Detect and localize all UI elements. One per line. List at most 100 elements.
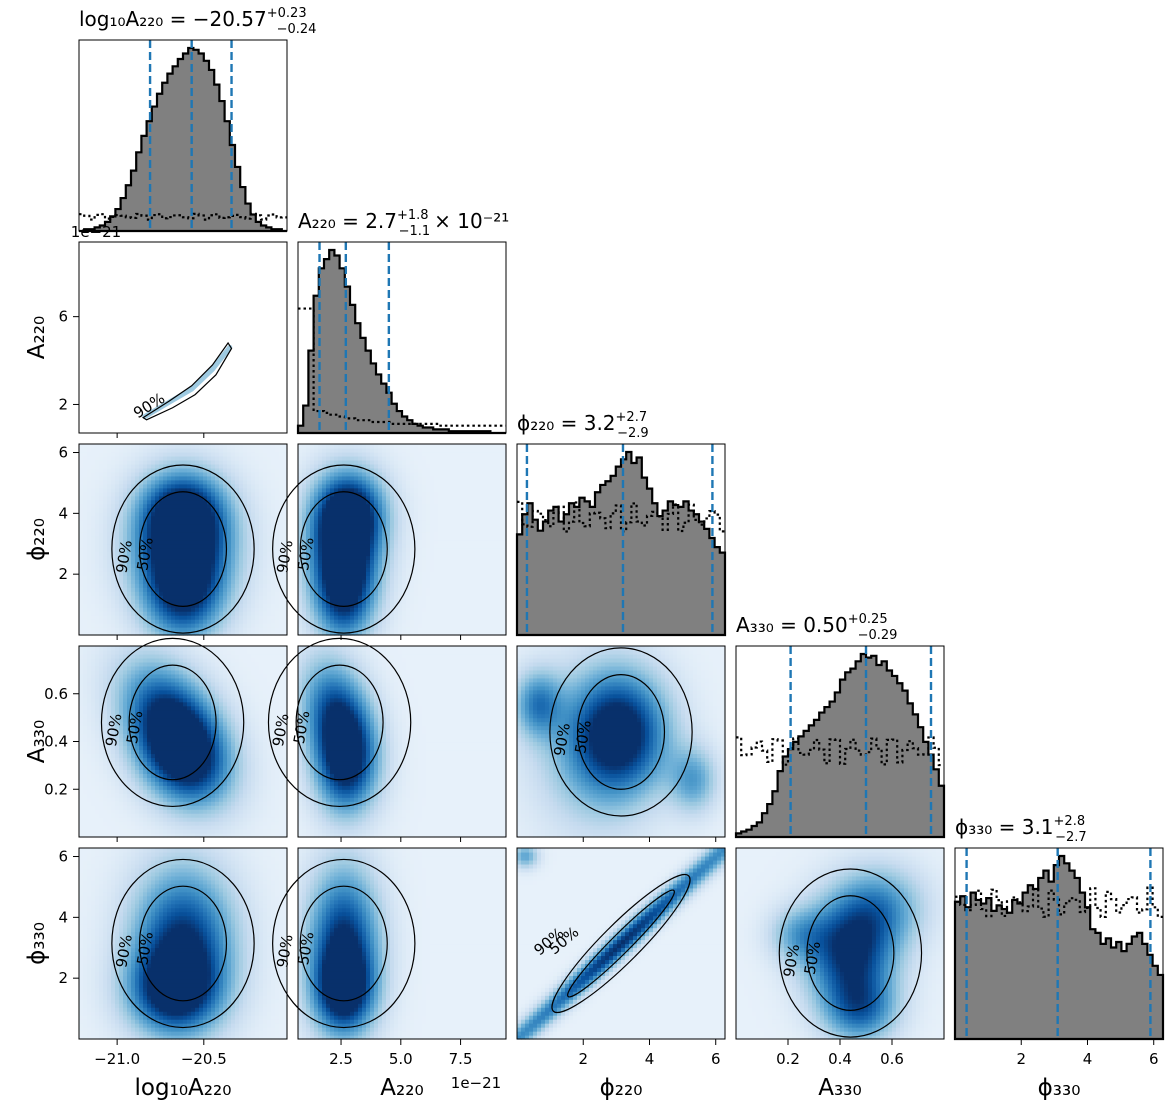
density-cell xyxy=(334,599,339,604)
density-cell xyxy=(466,484,471,489)
density-cell xyxy=(334,444,339,449)
density-cell xyxy=(454,476,459,481)
density-cell xyxy=(91,627,96,632)
density-cell xyxy=(183,468,188,473)
density-cell xyxy=(478,607,483,612)
density-cell xyxy=(175,543,180,548)
density-cell xyxy=(454,536,459,541)
density-cell xyxy=(406,532,411,537)
density-cell xyxy=(167,563,172,568)
density-cell xyxy=(127,448,132,453)
density-cell xyxy=(330,579,335,584)
density-cell xyxy=(330,512,335,517)
density-cell xyxy=(263,603,268,608)
density-cell xyxy=(490,575,495,580)
density-cell xyxy=(410,603,415,608)
density-cell xyxy=(314,452,319,457)
density-cell xyxy=(434,460,439,465)
density-cell xyxy=(310,460,315,465)
density-cell xyxy=(267,587,272,592)
density-cell xyxy=(167,476,172,481)
density-cell xyxy=(402,524,407,529)
density-cell xyxy=(215,575,220,580)
density-cell xyxy=(155,575,160,580)
density-cell xyxy=(314,484,319,489)
density-cell xyxy=(91,599,96,604)
density-cell xyxy=(183,540,188,545)
density-cell xyxy=(474,623,479,628)
density-cell xyxy=(350,567,355,572)
density-cell xyxy=(159,543,164,548)
density-cell xyxy=(147,500,152,505)
density-cell xyxy=(366,456,371,461)
density-cell xyxy=(255,555,260,560)
density-cell xyxy=(434,615,439,620)
density-cell xyxy=(123,587,128,592)
density-cell xyxy=(279,579,284,584)
density-cell xyxy=(338,587,343,592)
density-cell xyxy=(426,619,431,624)
density-cell xyxy=(490,460,495,465)
density-cell xyxy=(374,528,379,533)
density-cell xyxy=(271,460,276,465)
density-cell xyxy=(203,591,208,596)
density-cell xyxy=(231,595,236,600)
density-cell xyxy=(326,615,331,620)
density-cell xyxy=(99,516,104,521)
density-cell xyxy=(470,484,475,489)
density-cell xyxy=(386,448,391,453)
density-cell xyxy=(251,480,256,485)
density-cell xyxy=(183,472,188,477)
density-cell xyxy=(79,492,84,497)
density-cell xyxy=(486,583,491,588)
density-cell xyxy=(322,480,327,485)
density-cell xyxy=(330,472,335,477)
density-cell xyxy=(191,516,196,521)
density-cell xyxy=(215,591,220,596)
density-cell xyxy=(398,563,403,568)
density-cell xyxy=(398,444,403,449)
density-cell xyxy=(306,599,311,604)
density-cell xyxy=(346,615,351,620)
density-cell xyxy=(362,567,367,572)
density-cell xyxy=(338,448,343,453)
density-cell xyxy=(91,472,96,477)
density-cell xyxy=(107,456,112,461)
density-cell xyxy=(95,591,100,596)
density-cell xyxy=(243,623,248,628)
density-cell xyxy=(255,508,260,513)
density-cell xyxy=(330,468,335,473)
density-cell xyxy=(191,567,196,572)
density-cell xyxy=(402,512,407,517)
density-cell xyxy=(183,524,188,529)
density-cell xyxy=(83,551,88,556)
density-cell xyxy=(99,480,104,485)
density-cell xyxy=(263,607,268,612)
density-cell xyxy=(350,587,355,592)
density-cell xyxy=(187,444,192,449)
density-cell xyxy=(370,611,375,616)
density-cell xyxy=(374,476,379,481)
density-cell xyxy=(103,504,108,509)
density-cell xyxy=(442,492,447,497)
density-cell xyxy=(143,508,148,513)
density-cell xyxy=(207,583,212,588)
density-cell xyxy=(231,476,236,481)
density-cell xyxy=(191,452,196,457)
density-cell xyxy=(227,520,232,525)
density-cell xyxy=(219,492,224,497)
density-cell xyxy=(362,583,367,588)
density-cell xyxy=(386,603,391,608)
density-cell xyxy=(490,504,495,509)
density-cell xyxy=(330,508,335,513)
density-cell xyxy=(474,607,479,612)
density-cell xyxy=(115,448,120,453)
density-cell xyxy=(207,540,212,545)
density-cell xyxy=(263,520,268,525)
density-cell xyxy=(354,536,359,541)
density-cell xyxy=(490,619,495,624)
density-cell xyxy=(346,623,351,628)
density-cell xyxy=(187,547,192,552)
density-cell xyxy=(163,579,168,584)
density-cell xyxy=(267,496,272,501)
